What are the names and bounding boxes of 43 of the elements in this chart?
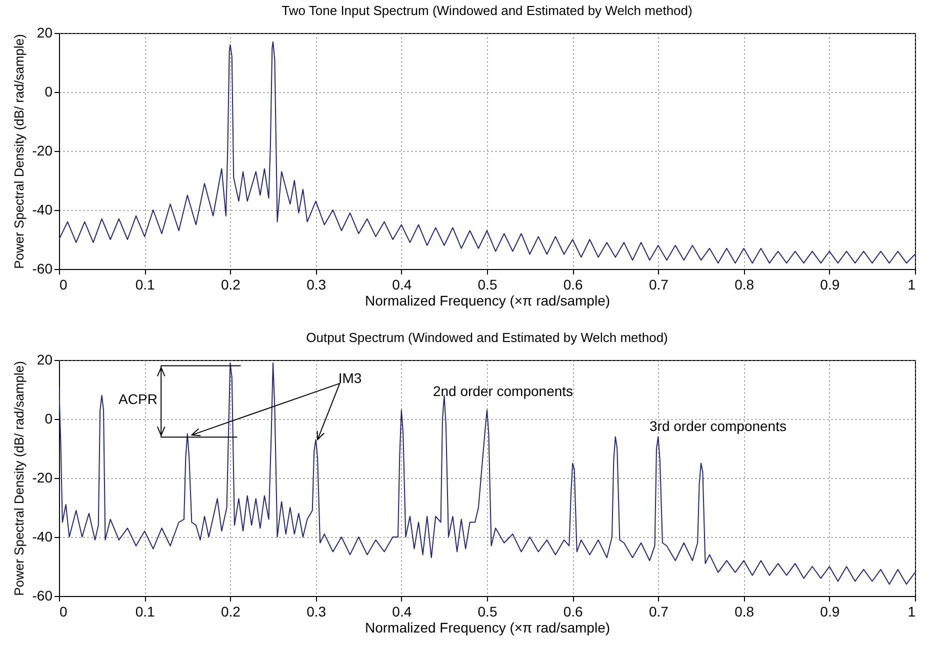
x-tick-label: 0.4 <box>392 604 412 620</box>
x-tick-label: 0.7 <box>648 276 669 292</box>
x-tick-label: 0.6 <box>563 604 584 620</box>
annotation: 3rd order components <box>650 418 786 434</box>
annotation: ACPR <box>118 391 158 407</box>
x-tick-label: 0.8 <box>734 604 754 620</box>
annotation: IM3 <box>338 370 362 386</box>
x-tick-label: 0 <box>60 276 68 292</box>
annotation: 2nd order components <box>432 383 574 399</box>
y-axis-title: Power Spectral Density (dB/ rad/sample) <box>11 34 26 269</box>
y-tick-label: -20 <box>32 470 53 486</box>
x-tick-label: 0.1 <box>135 604 156 620</box>
line-series <box>59 41 915 264</box>
chart-title: Two Tone Input Spectrum (Windowed and Estimated by Welch method) <box>282 3 692 18</box>
x-tick-label: 1 <box>908 276 916 292</box>
x-tick-label: 0.2 <box>220 604 241 620</box>
y-tick-label: 0 <box>44 84 53 100</box>
x-tick-label: 0.2 <box>220 276 241 292</box>
y-tick-label: 20 <box>36 352 53 368</box>
x-axis-title: Normalized Frequency (×π rad/sample) <box>364 292 610 308</box>
x-tick-label: 1 <box>908 604 916 620</box>
x-tick-label: 0.1 <box>135 276 156 292</box>
y-tick-label: -60 <box>32 588 53 604</box>
chart-title: Output Spectrum (Windowed and Estimated by Welch method) <box>306 330 668 345</box>
x-tick-label: 0.8 <box>734 276 754 292</box>
x-tick-label: 0.6 <box>563 276 584 292</box>
y-tick-label: 20 <box>36 24 53 40</box>
y-tick-label: 0 <box>44 410 53 426</box>
x-tick-label: 0.5 <box>478 276 498 292</box>
x-tick-label: 0.3 <box>306 276 326 292</box>
y-tick-label: -60 <box>32 260 53 276</box>
y-tick-label: -40 <box>32 528 53 544</box>
x-tick-label: 0.9 <box>820 276 840 292</box>
y-tick-label: -20 <box>32 142 53 158</box>
x-axis-title: Normalized Frequency (×π rad/sample) <box>364 620 610 636</box>
x-tick-label: 0.9 <box>820 604 840 620</box>
x-tick-label: 0 <box>60 604 68 620</box>
x-tick-label: 0.3 <box>306 604 326 620</box>
x-tick-label: 0.7 <box>648 604 669 620</box>
y-axis-title: Power Spectral Density (dB/ rad/sample) <box>11 361 26 596</box>
x-tick-label: 0.4 <box>392 276 412 292</box>
y-tick-label: -40 <box>32 202 53 218</box>
x-tick-label: 0.5 <box>478 604 498 620</box>
